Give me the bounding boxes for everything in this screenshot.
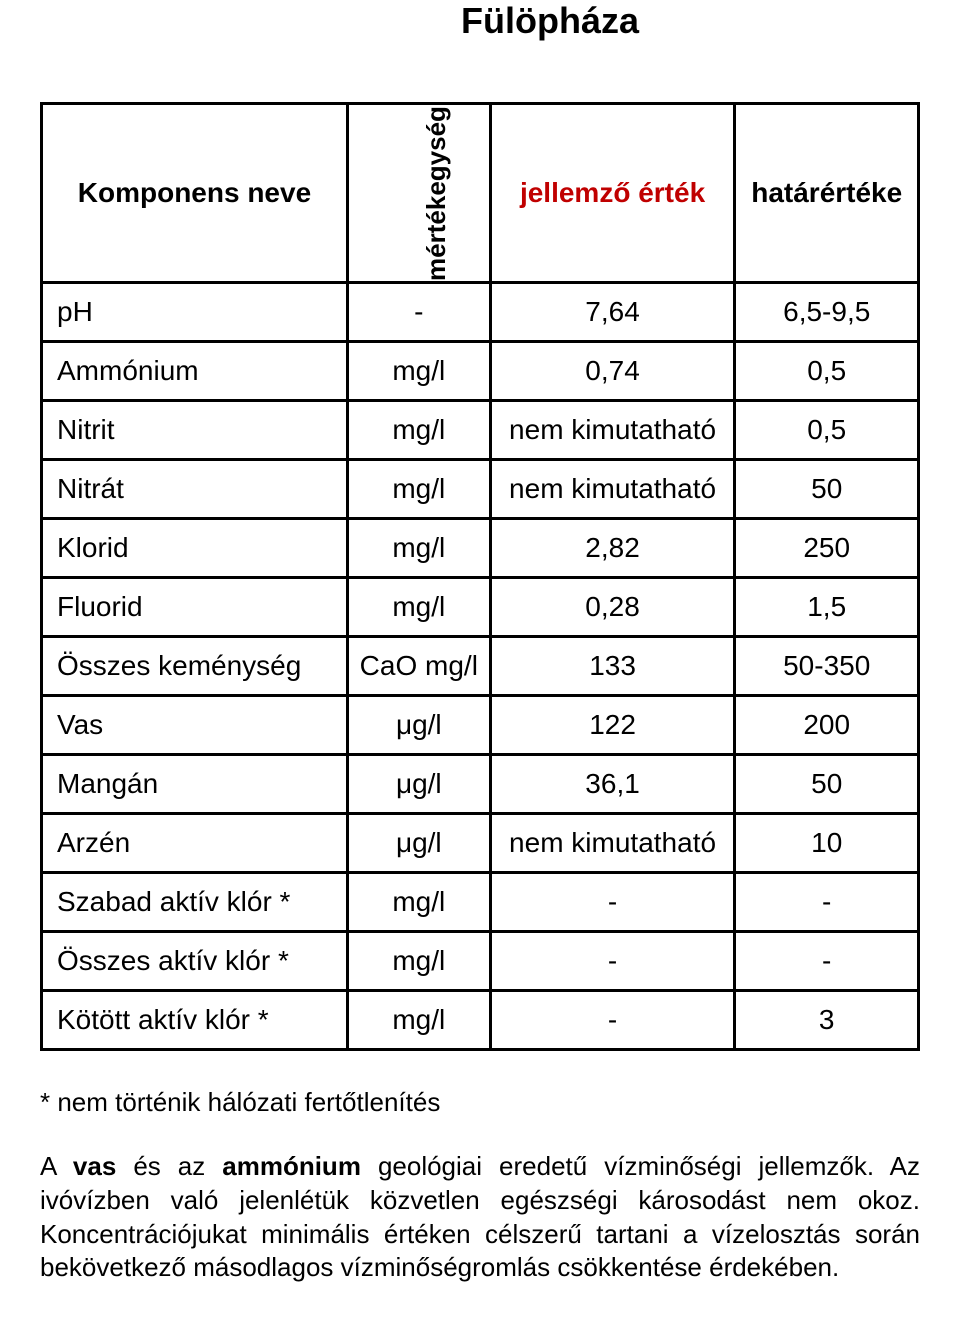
table-row: Összes aktív klór * mg/l - -	[42, 932, 919, 991]
cell-limit: 200	[735, 696, 919, 755]
header-value: jellemző érték	[490, 104, 735, 283]
cell-value: nem kimutatható	[490, 460, 735, 519]
explanation-paragraph: A vas és az ammónium geológiai eredetű v…	[40, 1150, 920, 1285]
cell-component: Vas	[42, 696, 348, 755]
cell-unit: CaO mg/l	[347, 637, 490, 696]
cell-value: 7,64	[490, 283, 735, 342]
cell-component: Fluorid	[42, 578, 348, 637]
cell-limit: -	[735, 932, 919, 991]
cell-limit: 3	[735, 991, 919, 1050]
cell-component: Nitrit	[42, 401, 348, 460]
table-row: Vas μg/l 122 200	[42, 696, 919, 755]
cell-limit: 50	[735, 460, 919, 519]
header-limit: határértéke	[735, 104, 919, 283]
cell-value: 0,28	[490, 578, 735, 637]
cell-unit: mg/l	[347, 578, 490, 637]
cell-limit: 10	[735, 814, 919, 873]
cell-unit: mg/l	[347, 401, 490, 460]
header-unit-label: mértékegység	[421, 106, 452, 281]
cell-limit: 50-350	[735, 637, 919, 696]
footnote: * nem történik hálózati fertőtlenítés	[40, 1087, 920, 1118]
table-row: Szabad aktív klór * mg/l - -	[42, 873, 919, 932]
cell-component: pH	[42, 283, 348, 342]
cell-limit: -	[735, 873, 919, 932]
para-mid: és az	[116, 1151, 222, 1181]
table-row: Arzén μg/l nem kimutatható 10	[42, 814, 919, 873]
cell-value: 2,82	[490, 519, 735, 578]
cell-value: -	[490, 873, 735, 932]
table-row: Klorid mg/l 2,82 250	[42, 519, 919, 578]
cell-component: Arzén	[42, 814, 348, 873]
header-unit: mértékegység	[347, 104, 490, 283]
table-row: Nitrit mg/l nem kimutatható 0,5	[42, 401, 919, 460]
page: Fülöpháza Komponens neve mértékegység je…	[0, 0, 960, 1325]
cell-unit: μg/l	[347, 755, 490, 814]
cell-value: 36,1	[490, 755, 735, 814]
cell-component: Mangán	[42, 755, 348, 814]
cell-value: 122	[490, 696, 735, 755]
cell-unit: μg/l	[347, 696, 490, 755]
page-title: Fülöpháza	[40, 0, 920, 42]
cell-limit: 1,5	[735, 578, 919, 637]
water-quality-table: Komponens neve mértékegység jellemző ért…	[40, 102, 920, 1051]
cell-unit: mg/l	[347, 342, 490, 401]
table-row: Fluorid mg/l 0,28 1,5	[42, 578, 919, 637]
header-component: Komponens neve	[42, 104, 348, 283]
cell-component: Kötött aktív klór *	[42, 991, 348, 1050]
cell-value: nem kimutatható	[490, 401, 735, 460]
table-header-row: Komponens neve mértékegység jellemző ért…	[42, 104, 919, 283]
cell-component: Ammónium	[42, 342, 348, 401]
table-row: Kötött aktív klór * mg/l - 3	[42, 991, 919, 1050]
cell-unit: mg/l	[347, 460, 490, 519]
table-row: Összes keménység CaO mg/l 133 50-350	[42, 637, 919, 696]
cell-limit: 0,5	[735, 342, 919, 401]
table-row: Ammónium mg/l 0,74 0,5	[42, 342, 919, 401]
para-bold-ammonium: ammónium	[222, 1151, 361, 1181]
cell-value: -	[490, 991, 735, 1050]
table-row: Mangán μg/l 36,1 50	[42, 755, 919, 814]
cell-unit: mg/l	[347, 873, 490, 932]
cell-unit: mg/l	[347, 991, 490, 1050]
cell-limit: 50	[735, 755, 919, 814]
para-prefix: A	[40, 1151, 73, 1181]
cell-value: -	[490, 932, 735, 991]
cell-component: Klorid	[42, 519, 348, 578]
cell-unit: mg/l	[347, 932, 490, 991]
cell-limit: 250	[735, 519, 919, 578]
cell-value: nem kimutatható	[490, 814, 735, 873]
cell-unit: mg/l	[347, 519, 490, 578]
table-row: Nitrát mg/l nem kimutatható 50	[42, 460, 919, 519]
para-bold-vas: vas	[73, 1151, 116, 1181]
cell-component: Összes keménység	[42, 637, 348, 696]
cell-value: 133	[490, 637, 735, 696]
cell-limit: 6,5-9,5	[735, 283, 919, 342]
cell-component: Nitrát	[42, 460, 348, 519]
table-row: pH - 7,64 6,5-9,5	[42, 283, 919, 342]
cell-unit: -	[347, 283, 490, 342]
cell-unit: μg/l	[347, 814, 490, 873]
cell-value: 0,74	[490, 342, 735, 401]
table-body: pH - 7,64 6,5-9,5 Ammónium mg/l 0,74 0,5…	[42, 283, 919, 1050]
cell-limit: 0,5	[735, 401, 919, 460]
cell-component: Szabad aktív klór *	[42, 873, 348, 932]
cell-component: Összes aktív klór *	[42, 932, 348, 991]
